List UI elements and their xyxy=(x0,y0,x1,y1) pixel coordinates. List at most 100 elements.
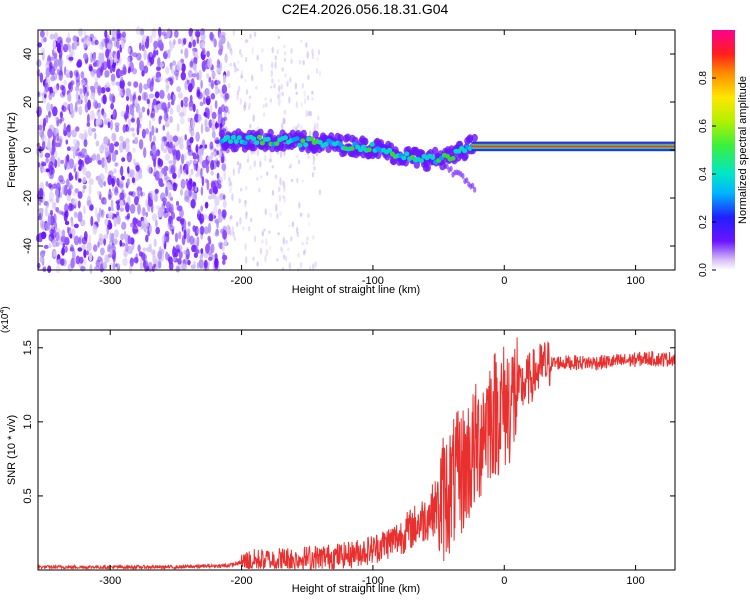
noise-blob xyxy=(312,263,315,270)
noise-blob xyxy=(55,116,58,121)
noise-blob xyxy=(282,181,285,189)
noise-blob xyxy=(256,55,259,61)
noise-blob xyxy=(164,146,169,151)
noise-blob xyxy=(93,244,98,252)
noise-blob xyxy=(153,194,159,202)
noise-blob xyxy=(296,232,300,238)
noise-blob xyxy=(236,161,240,166)
noise-blob xyxy=(187,228,191,235)
noise-blob xyxy=(145,234,149,243)
noise-blob xyxy=(65,37,71,44)
noise-blob xyxy=(151,213,158,222)
noise-blob xyxy=(230,182,233,191)
noise-blob xyxy=(204,201,209,209)
noise-blob xyxy=(240,75,244,79)
noise-blob xyxy=(217,176,223,185)
noise-blob xyxy=(226,70,230,77)
noise-blob xyxy=(92,69,98,74)
noise-blob xyxy=(189,94,193,103)
noise-blob xyxy=(149,51,153,58)
noise-blob xyxy=(88,178,94,186)
noise-blob xyxy=(271,189,275,196)
noise-blob xyxy=(50,92,55,98)
noise-blob xyxy=(278,98,281,107)
noise-blob xyxy=(177,38,182,45)
noise-blob xyxy=(69,204,75,210)
noise-blob xyxy=(94,75,99,84)
noise-blob xyxy=(127,166,130,174)
noise-blob xyxy=(279,177,282,186)
noise-blob xyxy=(236,93,239,101)
noise-blob xyxy=(262,112,266,117)
noise-blob xyxy=(119,167,124,175)
noise-blob xyxy=(39,188,44,198)
noise-blob xyxy=(46,60,50,66)
noise-blob xyxy=(188,28,193,37)
noise-blob xyxy=(311,48,314,56)
noise-blob xyxy=(85,152,88,159)
noise-blob xyxy=(194,225,199,237)
noise-blob xyxy=(270,69,273,78)
noise-blob xyxy=(196,236,200,247)
noise-blob xyxy=(164,120,170,128)
noise-blob xyxy=(61,247,65,256)
noise-blob xyxy=(86,84,89,93)
noise-blob xyxy=(150,249,156,255)
noise-blob xyxy=(113,229,119,239)
noise-blob xyxy=(271,165,274,169)
noise-blob xyxy=(77,247,83,252)
noise-blob xyxy=(97,111,101,122)
trace-halo xyxy=(250,143,258,152)
noise-blob xyxy=(78,178,82,183)
noise-blob xyxy=(145,128,150,135)
noise-blob xyxy=(46,102,51,112)
x-tick-label: -200 xyxy=(231,275,253,287)
noise-blob xyxy=(179,138,183,144)
noise-blob xyxy=(177,258,182,265)
noise-blob xyxy=(193,57,198,65)
noise-blob xyxy=(100,247,105,256)
noise-blob xyxy=(55,196,60,204)
noise-blob xyxy=(256,148,259,157)
noise-blob xyxy=(281,247,284,254)
noise-blob xyxy=(229,43,232,48)
noise-blob xyxy=(53,213,57,223)
noise-blob xyxy=(80,153,86,158)
noise-blob xyxy=(119,180,124,190)
noise-blob xyxy=(113,217,117,228)
trace-core xyxy=(225,134,231,140)
noise-blob xyxy=(190,168,194,176)
noise-blob xyxy=(75,79,81,87)
noise-blob xyxy=(250,217,253,223)
noise-blob xyxy=(78,236,82,245)
noise-blob xyxy=(305,241,308,245)
noise-blob xyxy=(256,261,259,267)
noise-blob xyxy=(187,83,193,93)
noise-blob xyxy=(265,248,269,257)
noise-blob xyxy=(57,157,61,168)
noise-blob xyxy=(177,92,184,99)
noise-blob xyxy=(116,263,120,269)
noise-blob xyxy=(309,265,312,271)
trace-halo xyxy=(267,128,274,137)
noise-blob xyxy=(141,207,147,217)
noise-blob xyxy=(317,127,320,131)
noise-blob xyxy=(40,219,44,229)
noise-blob xyxy=(154,91,160,99)
noise-blob xyxy=(143,65,149,74)
noise-blob xyxy=(211,130,216,139)
noise-blob xyxy=(94,132,97,140)
noise-blob xyxy=(56,83,60,91)
noise-blob xyxy=(84,132,88,139)
noise-blob xyxy=(216,80,221,85)
noise-blob xyxy=(303,90,306,98)
noise-blob xyxy=(207,57,213,69)
noise-blob xyxy=(269,98,273,103)
noise-blob xyxy=(177,168,181,179)
noise-blob xyxy=(230,214,233,220)
noise-blob xyxy=(283,196,286,204)
noise-blob xyxy=(101,38,106,48)
noise-blob xyxy=(221,84,228,95)
noise-blob xyxy=(312,161,315,166)
noise-blob xyxy=(143,147,147,159)
